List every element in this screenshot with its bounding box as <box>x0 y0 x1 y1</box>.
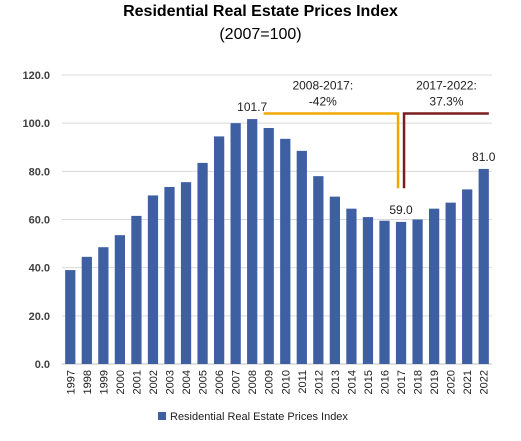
bar-2013 <box>329 196 341 364</box>
bar-2015 <box>362 217 374 364</box>
annotation-label-line1: 2017-2022: <box>416 79 477 93</box>
x-tick-label: 2003 <box>165 370 177 394</box>
y-tick-label: 80.0 <box>29 166 50 178</box>
x-tick-label: 2008 <box>247 370 259 394</box>
y-tick-label: 40.0 <box>29 263 50 275</box>
annotation-label-line2: 37.3% <box>429 95 463 109</box>
x-tick-label: 2021 <box>462 370 474 394</box>
bar-2016 <box>379 220 390 364</box>
x-tick-label: 2012 <box>313 370 325 394</box>
x-tick-label: 2017 <box>396 370 408 394</box>
bar-2005 <box>197 162 208 364</box>
x-tick-label: 2014 <box>346 370 358 394</box>
x-tick-label: 1999 <box>98 370 110 394</box>
bar-2008 <box>247 119 258 364</box>
x-tick-label: 2000 <box>115 370 127 394</box>
x-tick-label: 2007 <box>231 370 243 394</box>
x-tick-label: 2016 <box>380 370 392 394</box>
bar-2003 <box>164 186 175 364</box>
chart-subtitle: (2007=100) <box>219 26 302 43</box>
annotation-label-line2: -42% <box>309 95 337 109</box>
data-label-2017: 59.0 <box>389 203 413 217</box>
legend-label: Residential Real Estate Prices Index <box>170 411 348 423</box>
bar-2001 <box>131 215 142 364</box>
bar-1997 <box>65 270 76 364</box>
x-tick-label: 2004 <box>181 370 193 394</box>
bar-2014 <box>346 208 357 364</box>
x-tick-label: 2010 <box>280 370 292 394</box>
legend-swatch <box>158 412 166 420</box>
x-tick-label: 2020 <box>446 370 458 394</box>
y-tick-label: 20.0 <box>29 311 50 323</box>
x-tick-label: 2022 <box>479 370 491 394</box>
bar-2022 <box>478 168 489 364</box>
bar-2020 <box>445 202 456 364</box>
bar-2000 <box>114 235 126 364</box>
bar-1999 <box>98 247 109 364</box>
y-tick-label: 100.0 <box>22 118 50 130</box>
bar-2007 <box>230 123 241 365</box>
bar-2012 <box>313 176 324 364</box>
annotation-bracket-2017-2022 <box>402 112 489 189</box>
bar-2002 <box>147 195 159 364</box>
x-tick-label: 2011 <box>297 370 309 394</box>
x-tick-label: 2001 <box>131 370 143 394</box>
bar-2011 <box>296 150 307 364</box>
x-tick-label: 2015 <box>363 370 375 394</box>
x-tick-label: 2002 <box>148 370 160 394</box>
bar-2021 <box>462 189 473 364</box>
bar-2018 <box>412 219 423 364</box>
data-label-2022: 81.0 <box>472 150 496 164</box>
bar-2009 <box>263 127 274 364</box>
chart-title: Residential Real Estate Prices Index <box>123 3 398 20</box>
y-tick-label: 0.0 <box>35 359 50 371</box>
bar-2010 <box>280 138 291 364</box>
bar-2019 <box>428 208 440 364</box>
bar-1998 <box>81 256 92 364</box>
x-tick-label: 2019 <box>429 370 441 394</box>
x-tick-label: 2018 <box>413 370 425 394</box>
x-tick-label: 2005 <box>198 370 210 394</box>
x-tick-label: 1998 <box>82 370 94 394</box>
bar-2017 <box>395 221 407 364</box>
y-tick-label: 120.0 <box>22 70 50 82</box>
x-tick-label: 2013 <box>330 370 342 394</box>
x-tick-label: 2009 <box>264 370 276 394</box>
annotation-label-line1: 2008-2017: <box>292 79 353 93</box>
bar-2006 <box>213 136 225 364</box>
y-tick-label: 60.0 <box>29 215 50 227</box>
bar-2004 <box>180 182 192 364</box>
annotation-bracket-2008-2017 <box>263 112 400 189</box>
x-tick-label: 2006 <box>214 370 226 394</box>
x-tick-label: 1997 <box>65 370 77 394</box>
data-label-2008: 101.7 <box>237 100 267 114</box>
